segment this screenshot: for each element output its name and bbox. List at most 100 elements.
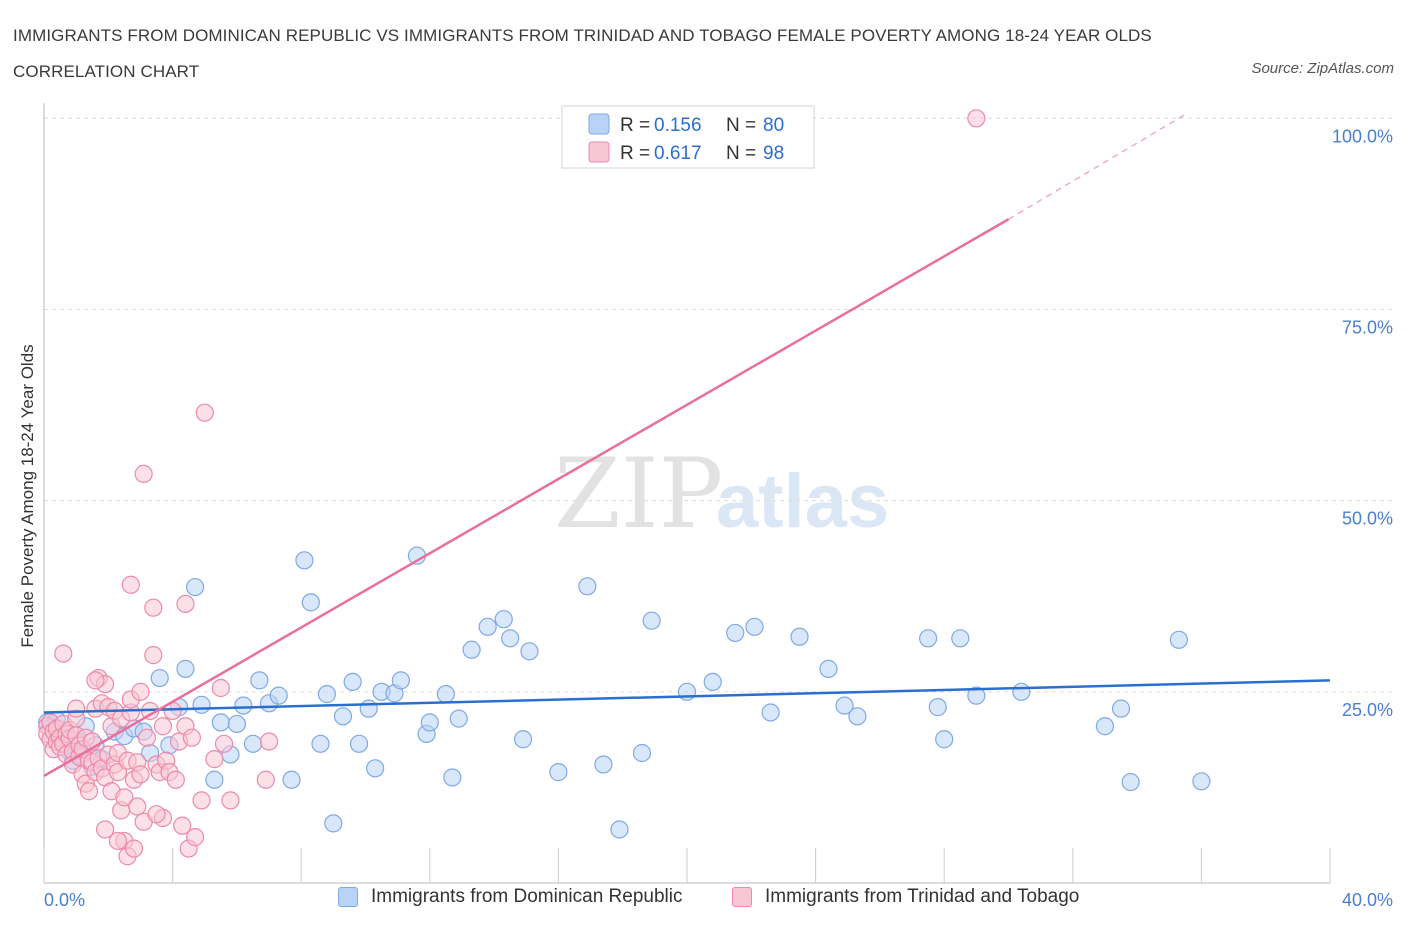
watermark-atlas: atlas bbox=[716, 459, 889, 544]
point-dominican-20 bbox=[150, 668, 169, 688]
point-dominican-53 bbox=[443, 768, 462, 787]
point-dominican-56 bbox=[478, 617, 497, 636]
point-trinidad-79 bbox=[182, 728, 201, 747]
point-dominican-77 bbox=[935, 730, 954, 749]
point-trinidad-48 bbox=[115, 788, 134, 807]
series-trinidad-tobago-points bbox=[38, 109, 986, 866]
point-trinidad-90 bbox=[95, 820, 115, 839]
point-trinidad-77 bbox=[176, 594, 195, 613]
point-dominican-27 bbox=[211, 713, 230, 732]
point-trinidad-96 bbox=[967, 109, 986, 128]
point-dominican-40 bbox=[324, 814, 343, 833]
point-trinidad-92 bbox=[54, 644, 73, 663]
point-trinidad-94 bbox=[108, 831, 128, 851]
point-dominican-44 bbox=[359, 699, 378, 718]
point-dominican-57 bbox=[494, 610, 513, 629]
point-dominican-51 bbox=[420, 713, 439, 732]
point-trinidad-26 bbox=[79, 782, 99, 801]
point-trinidad-64 bbox=[144, 598, 163, 617]
point-trinidad-81 bbox=[192, 791, 211, 810]
point-dominican-72 bbox=[790, 627, 809, 646]
legend-r-value-blue: 0.156 bbox=[654, 115, 702, 136]
point-dominican-82 bbox=[1121, 772, 1140, 792]
legend-n-value-blue: 80 bbox=[763, 115, 784, 136]
point-dominican-76 bbox=[919, 629, 938, 648]
point-dominican-38 bbox=[311, 734, 330, 753]
point-trinidad-61 bbox=[134, 464, 153, 483]
point-dominican-62 bbox=[578, 577, 597, 596]
point-dominican-74 bbox=[835, 696, 854, 715]
y-axis-label: Female Poverty Among 18-24 Year Olds bbox=[18, 344, 37, 647]
point-trinidad-59 bbox=[131, 765, 150, 784]
point-dominican-41 bbox=[333, 707, 353, 726]
point-dominican-78 bbox=[951, 629, 970, 648]
bottom-legend-label-trinidad: Immigrants from Trinidad and Tobago bbox=[765, 886, 1080, 907]
point-dominican-80 bbox=[1095, 717, 1115, 736]
bottom-legend-swatch-pink bbox=[732, 887, 752, 907]
point-dominican-52 bbox=[436, 685, 455, 704]
point-trinidad-87 bbox=[256, 770, 275, 789]
point-dominican-68 bbox=[703, 672, 722, 691]
series-dominican-republic-points bbox=[38, 546, 1211, 839]
point-trinidad-85 bbox=[214, 734, 234, 753]
point-dominican-83 bbox=[1169, 630, 1188, 649]
point-trinidad-91 bbox=[86, 671, 105, 690]
point-trinidad-89 bbox=[121, 575, 140, 594]
point-dominican-30 bbox=[234, 696, 253, 715]
point-dominican-39 bbox=[317, 685, 337, 704]
legend-n-label-blue: N = bbox=[726, 115, 756, 136]
point-trinidad-57 bbox=[128, 797, 147, 816]
legend-n-value-pink: 98 bbox=[763, 143, 784, 164]
point-trinidad-80 bbox=[186, 828, 205, 847]
legend-box: R = 0.156 N = 80 R = 0.617 N = 98 bbox=[561, 105, 815, 169]
bottom-legend: Immigrants from Dominican Republic Immig… bbox=[0, 886, 1406, 918]
point-dominican-61 bbox=[549, 763, 568, 782]
legend-r-label-pink: R = bbox=[620, 143, 650, 164]
legend-r-label-blue: R = bbox=[620, 115, 650, 136]
legend-swatch-blue bbox=[588, 113, 610, 135]
point-trinidad-84 bbox=[211, 678, 230, 698]
point-trinidad-55 bbox=[124, 839, 144, 858]
point-dominican-54 bbox=[449, 709, 468, 728]
point-dominican-70 bbox=[745, 617, 764, 636]
point-dominican-81 bbox=[1111, 699, 1131, 718]
point-trinidad-65 bbox=[144, 646, 163, 665]
point-dominican-32 bbox=[250, 671, 269, 690]
point-trinidad-73 bbox=[166, 770, 185, 789]
point-trinidad-93 bbox=[67, 699, 86, 718]
point-trinidad-58 bbox=[131, 682, 150, 701]
trend-line-trinidad bbox=[43, 218, 1010, 778]
point-dominican-73 bbox=[819, 659, 838, 678]
x-axis-ticks bbox=[43, 848, 1331, 883]
point-dominican-29 bbox=[227, 714, 246, 734]
point-dominican-58 bbox=[501, 629, 520, 648]
point-dominican-23 bbox=[176, 659, 195, 678]
point-dominican-75 bbox=[848, 707, 867, 726]
point-dominican-55 bbox=[462, 640, 481, 659]
point-dominican-85 bbox=[967, 686, 986, 705]
point-dominican-45 bbox=[366, 759, 385, 778]
grid bbox=[44, 117, 1392, 693]
point-dominican-66 bbox=[642, 611, 661, 630]
point-dominican-31 bbox=[243, 734, 263, 753]
point-dominican-26 bbox=[205, 770, 224, 789]
y-tick-label-1: 50.0% bbox=[1342, 509, 1393, 529]
trend-line-dominican bbox=[43, 679, 1331, 714]
y-tick-label-3: 100.0% bbox=[1332, 126, 1393, 146]
point-dominican-36 bbox=[295, 551, 314, 570]
point-dominican-60 bbox=[520, 642, 539, 661]
bottom-legend-item-dominican: Immigrants from Dominican Republic bbox=[338, 886, 683, 908]
point-dominican-86 bbox=[928, 698, 947, 717]
bottom-legend-item-trinidad: Immigrants from Trinidad and Tobago bbox=[732, 886, 1079, 908]
source-label: Source: ZipAtlas.com bbox=[1251, 60, 1394, 77]
point-dominican-35 bbox=[282, 770, 301, 789]
point-dominican-48 bbox=[391, 671, 410, 690]
trend-lines bbox=[43, 113, 1331, 778]
point-dominican-34 bbox=[269, 686, 288, 705]
point-dominican-24 bbox=[186, 577, 205, 597]
y-tick-label-0: 25.0% bbox=[1342, 700, 1393, 720]
point-dominican-69 bbox=[726, 623, 745, 643]
legend-n-label-pink: N = bbox=[726, 143, 756, 164]
point-dominican-84 bbox=[1192, 772, 1211, 791]
point-trinidad-95 bbox=[147, 805, 166, 824]
